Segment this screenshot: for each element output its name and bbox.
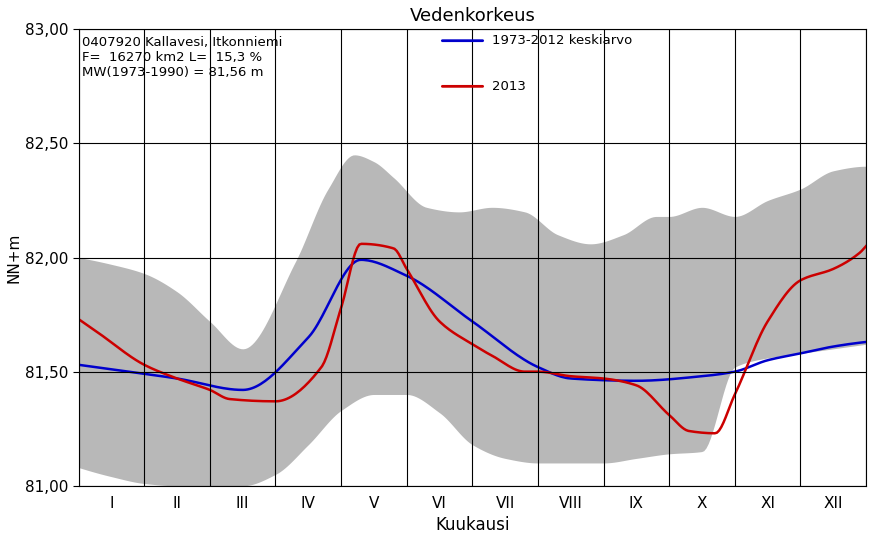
- Text: 0407920 Kallavesi, Itkonniemi
F=  16270 km2 L=  15,3 %
MW(1973-1990) = 81,56 m: 0407920 Kallavesi, Itkonniemi F= 16270 k…: [82, 36, 282, 79]
- Text: 1973-2012 keskiarvo: 1973-2012 keskiarvo: [492, 34, 632, 47]
- Title: Vedenkorkeus: Vedenkorkeus: [409, 7, 535, 25]
- Text: 2013: 2013: [492, 80, 526, 93]
- Y-axis label: NN+m: NN+m: [7, 232, 22, 283]
- X-axis label: Kuukausi: Kuukausi: [435, 516, 510, 534]
